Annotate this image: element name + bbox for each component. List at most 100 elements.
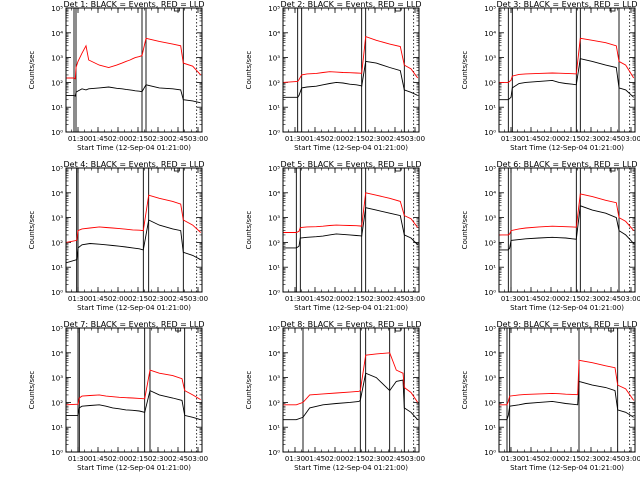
y-axis-title: Counts/sec xyxy=(28,211,36,250)
x-tick-label: 02:45 xyxy=(168,455,188,463)
x-tick-label: 02:00 xyxy=(108,455,128,463)
panel-title: Det 6: BLACK = Events, RED = LLD xyxy=(497,160,638,169)
y-tick-label: 10⁵ xyxy=(484,165,496,173)
x-tick-label: 03:00 xyxy=(405,135,425,143)
y-tick-label: 10⁵ xyxy=(268,165,280,173)
panel-title: Det 3: BLACK = Events, RED = LLD xyxy=(497,0,638,9)
x-axis-title: Start Time (12-Sep-04 01:21:00) xyxy=(510,464,624,472)
y-axis-title: Counts/sec xyxy=(28,371,36,410)
x-tick-label: 02:15 xyxy=(128,135,148,143)
x-tick-label: 03:00 xyxy=(405,455,425,463)
y-axis-title: Counts/sec xyxy=(28,51,36,90)
x-tick-label: 02:15 xyxy=(128,295,148,303)
series-line-events xyxy=(66,84,201,104)
panel-title: Det 7: BLACK = Events, RED = LLD xyxy=(64,320,205,329)
top-marker xyxy=(394,328,401,332)
y-tick-label: 10² xyxy=(51,79,63,87)
x-tick-label: 02:30 xyxy=(148,455,168,463)
y-tick-label: 10¹ xyxy=(268,264,280,272)
y-tick-label: 10³ xyxy=(484,55,496,63)
x-tick-label: 02:00 xyxy=(325,455,345,463)
x-tick-label: 02:30 xyxy=(581,135,601,143)
plot-area xyxy=(66,8,202,132)
y-tick-label: 10⁴ xyxy=(268,350,280,358)
y-tick-label: 10⁰ xyxy=(268,449,280,457)
x-tick-label: 02:45 xyxy=(385,455,405,463)
plot-area xyxy=(499,328,635,452)
y-axis-title: Counts/sec xyxy=(461,211,469,250)
x-tick-label: 01:30 xyxy=(68,455,88,463)
y-tick-label: 10⁰ xyxy=(268,289,280,297)
y-tick-label: 10⁵ xyxy=(51,5,63,13)
y-tick-label: 10³ xyxy=(51,215,63,223)
y-tick-label: 10⁵ xyxy=(51,325,63,333)
x-tick-label: 01:45 xyxy=(521,135,541,143)
y-tick-label: 10² xyxy=(51,399,63,407)
plot-area xyxy=(283,168,419,292)
x-tick-label: 02:00 xyxy=(325,135,345,143)
series-line-lld xyxy=(283,35,419,83)
x-tick-label: 02:45 xyxy=(385,295,405,303)
x-tick-label: 02:45 xyxy=(601,455,621,463)
plot-frame xyxy=(282,327,420,453)
series-line-lld xyxy=(283,192,419,233)
plot-area xyxy=(499,8,635,132)
y-tick-label: 10⁴ xyxy=(51,190,63,198)
y-tick-label: 10⁵ xyxy=(268,5,280,13)
x-tick-label: 02:30 xyxy=(581,455,601,463)
top-marker xyxy=(173,168,180,172)
y-tick-label: 10² xyxy=(484,239,496,247)
x-tick-label: 02:45 xyxy=(385,135,405,143)
plot-area xyxy=(66,328,201,452)
detector-panel-5: Det 5: BLACK = Events, RED = LLD Counts/s… xyxy=(245,160,425,312)
y-axis-title: Counts/sec xyxy=(245,211,253,250)
x-tick-label: 02:15 xyxy=(345,295,365,303)
y-tick-label: 10⁰ xyxy=(51,449,63,457)
detector-panel-7: Det 7: BLACK = Events, RED = LLD Counts/s… xyxy=(28,320,208,472)
y-tick-label: 10⁵ xyxy=(484,5,496,13)
x-axis-title: Start Time (12-Sep-04 01:21:00) xyxy=(510,304,624,312)
y-tick-label: 10² xyxy=(268,79,280,87)
y-axis-title: Counts/sec xyxy=(245,51,253,90)
panel-title: Det 1: BLACK = Events, RED = LLD xyxy=(64,0,205,9)
series-line-lld xyxy=(66,194,202,243)
x-tick-label: 03:00 xyxy=(621,455,640,463)
x-tick-label: 01:30 xyxy=(285,455,305,463)
y-axis-title: Counts/sec xyxy=(461,371,469,410)
y-tick-label: 10² xyxy=(268,399,280,407)
x-tick-label: 03:00 xyxy=(405,295,425,303)
x-axis-title: Start Time (12-Sep-04 01:21:00) xyxy=(77,464,191,472)
plot-frame xyxy=(65,7,203,133)
x-tick-label: 01:30 xyxy=(68,295,88,303)
x-tick-label: 02:15 xyxy=(128,455,148,463)
plot-frame xyxy=(282,167,420,293)
y-tick-label: 10⁴ xyxy=(51,350,63,358)
top-marker xyxy=(394,8,401,12)
y-tick-label: 10⁰ xyxy=(51,129,63,137)
y-tick-label: 10⁴ xyxy=(484,30,496,38)
series-line-lld xyxy=(66,37,202,80)
x-tick-label: 02:00 xyxy=(108,135,128,143)
x-tick-label: 02:00 xyxy=(541,135,561,143)
plot-frame xyxy=(498,7,636,133)
x-tick-label: 01:30 xyxy=(501,295,521,303)
y-tick-label: 10¹ xyxy=(51,104,63,112)
y-tick-label: 10⁰ xyxy=(484,129,496,137)
x-tick-label: 02:30 xyxy=(365,135,385,143)
x-axis-title: Start Time (12-Sep-04 01:21:00) xyxy=(77,144,191,152)
x-axis-title: Start Time (12-Sep-04 01:21:00) xyxy=(77,304,191,312)
x-tick-label: 02:00 xyxy=(108,295,128,303)
plot-frame xyxy=(498,167,636,293)
y-tick-label: 10⁰ xyxy=(484,289,496,297)
y-tick-label: 10³ xyxy=(268,215,280,223)
panel-title: Det 9: BLACK = Events, RED = LLD xyxy=(497,320,638,329)
x-tick-label: 03:00 xyxy=(188,135,208,143)
y-tick-label: 10² xyxy=(268,239,280,247)
y-tick-label: 10¹ xyxy=(484,104,496,112)
y-tick-label: 10⁰ xyxy=(268,129,280,137)
panel-title: Det 5: BLACK = Events, RED = LLD xyxy=(281,160,422,169)
y-tick-label: 10⁴ xyxy=(484,350,496,358)
x-tick-label: 01:45 xyxy=(521,295,541,303)
y-tick-label: 10³ xyxy=(51,55,63,63)
